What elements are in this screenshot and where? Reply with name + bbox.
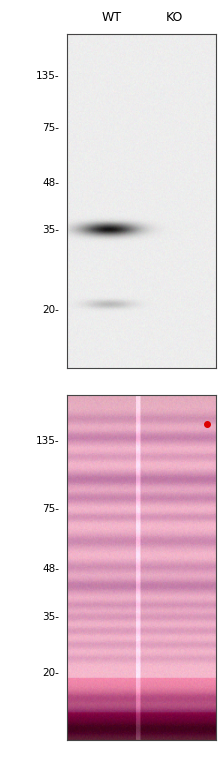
Text: 135-: 135- <box>36 436 59 446</box>
Text: 75-: 75- <box>42 123 59 133</box>
Text: KO: KO <box>166 11 183 24</box>
Text: 35-: 35- <box>42 613 59 622</box>
Text: 135-: 135- <box>36 71 59 81</box>
Text: 75-: 75- <box>42 504 59 514</box>
Text: 35-: 35- <box>42 225 59 235</box>
Text: WT: WT <box>102 11 122 24</box>
Text: 48-: 48- <box>42 178 59 187</box>
Text: 48-: 48- <box>42 564 59 574</box>
Text: 20-: 20- <box>43 668 59 678</box>
Text: 20-: 20- <box>43 304 59 315</box>
